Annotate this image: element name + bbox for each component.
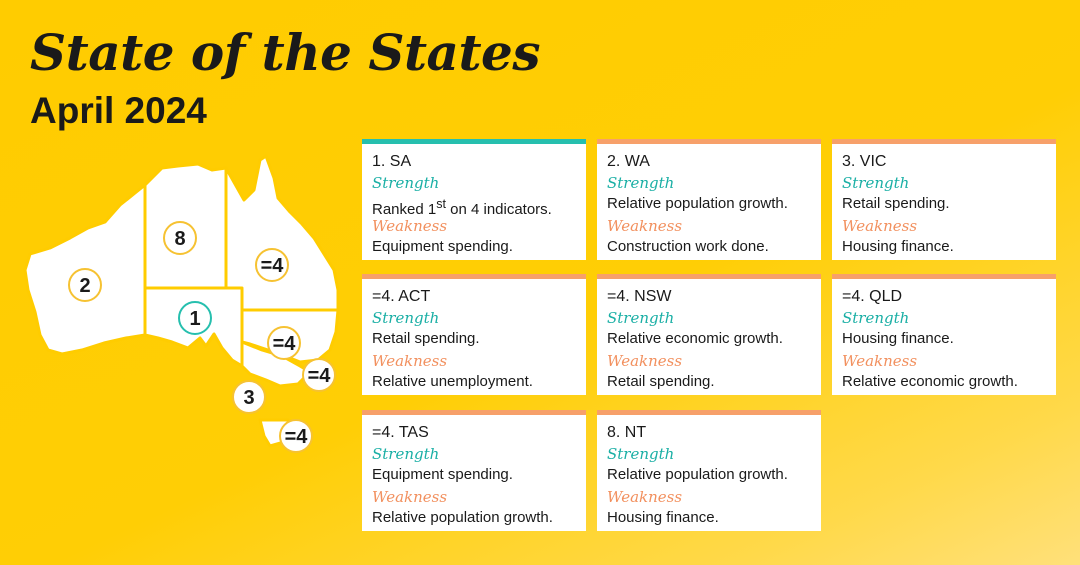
strength-text: Retail spending.: [842, 195, 950, 212]
weakness-text: Relative economic growth.: [842, 373, 1018, 390]
weakness-label: Weakness: [372, 352, 448, 370]
weakness-text: Housing finance.: [842, 238, 954, 255]
strength-text: Relative population growth.: [607, 466, 788, 483]
strength-label: Strength: [607, 174, 675, 192]
weakness-text: Construction work done.: [607, 238, 769, 255]
strength-label: Strength: [372, 309, 440, 327]
weakness-text: Relative unemployment.: [372, 373, 533, 390]
strength-label: Strength: [607, 445, 675, 463]
svg-text:8: 8: [174, 228, 185, 250]
svg-text:2: 2: [79, 275, 90, 297]
map-badge-nsw: =4: [267, 326, 301, 360]
svg-text:3: 3: [243, 387, 254, 409]
svg-text:1: 1: [189, 308, 200, 330]
weakness-text: Retail spending.: [607, 373, 715, 390]
weakness-text: Housing finance.: [607, 509, 719, 526]
strength-label: Strength: [372, 174, 440, 192]
card-rank-label: 3. VIC: [842, 153, 887, 170]
state-card-tas: =4. TAS Strength Equipment spending. Wea…: [362, 410, 586, 531]
state-card-act: =4. ACT Strength Retail spending. Weakne…: [362, 274, 586, 395]
card-rank-label: =4. TAS: [372, 424, 429, 441]
page-title: State of the States: [30, 23, 541, 82]
map-badge-qld: =4: [255, 248, 289, 282]
svg-text:=4: =4: [308, 365, 332, 387]
svg-text:=4: =4: [273, 333, 297, 355]
state-card-qld: =4. QLD Strength Housing finance. Weakne…: [832, 274, 1056, 395]
strength-label: Strength: [842, 309, 910, 327]
map-region-qld: [224, 154, 340, 312]
strength-text: Housing finance.: [842, 330, 954, 347]
card-rank-label: 8. NT: [607, 424, 647, 441]
map-badge-wa: 2: [68, 268, 102, 302]
strength-text: Relative population growth.: [607, 195, 788, 212]
state-card-sa: 1. SA Strength Ranked 1st on 4 indicator…: [362, 139, 586, 260]
strength-label: Strength: [607, 309, 675, 327]
state-card-nsw: =4. NSW Strength Relative economic growt…: [597, 274, 821, 395]
weakness-label: Weakness: [372, 488, 448, 506]
weakness-text: Equipment spending.: [372, 238, 513, 255]
strength-text: Retail spending.: [372, 330, 480, 347]
australia-map: 2 8 1 =4 =4 =4 3 =4: [23, 154, 340, 453]
weakness-label: Weakness: [607, 488, 683, 506]
card-rank-label: =4. ACT: [372, 288, 431, 305]
map-badge-tas: =4: [279, 419, 313, 453]
weakness-label: Weakness: [372, 217, 448, 235]
weakness-label: Weakness: [607, 352, 683, 370]
weakness-label: Weakness: [842, 217, 918, 235]
map-badge-vic: 3: [232, 380, 266, 414]
card-rank-label: =4. NSW: [607, 288, 672, 305]
strength-text: Relative economic growth.: [607, 330, 783, 347]
strength-text: Ranked 1st on 4 indicators.: [372, 197, 552, 218]
map-badge-nt: 8: [163, 221, 197, 255]
map-badge-act: =4: [302, 358, 336, 392]
map-badge-sa: 1: [178, 301, 212, 335]
strength-label: Strength: [842, 174, 910, 192]
strength-label: Strength: [372, 445, 440, 463]
svg-text:=4: =4: [285, 426, 309, 448]
weakness-label: Weakness: [607, 217, 683, 235]
state-card-wa: 2. WA Strength Relative population growt…: [597, 139, 821, 260]
weakness-label: Weakness: [842, 352, 918, 370]
card-rank-label: 1. SA: [372, 153, 412, 170]
state-card-vic: 3. VIC Strength Retail spending. Weaknes…: [832, 139, 1056, 260]
weakness-text: Relative population growth.: [372, 509, 553, 526]
card-rank-label: 2. WA: [607, 153, 650, 170]
svg-text:=4: =4: [261, 255, 285, 277]
card-rank-label: =4. QLD: [842, 288, 903, 305]
page-subtitle: April 2024: [30, 90, 207, 131]
strength-text: Equipment spending.: [372, 466, 513, 483]
state-card-nt: 8. NT Strength Relative population growt…: [597, 410, 821, 531]
